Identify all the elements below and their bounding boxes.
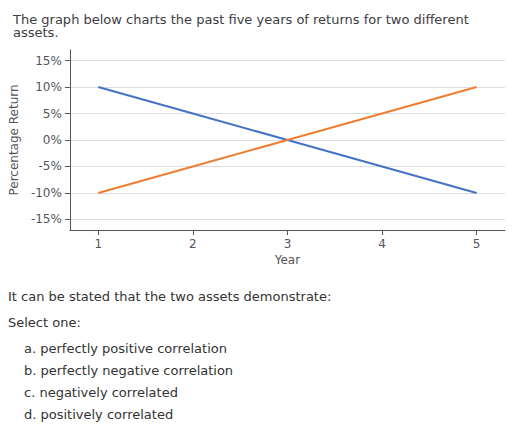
svg-text:a. perfectly positive correlat: a. perfectly positive correlation [24, 341, 227, 356]
svg-text:Select one:: Select one: [8, 315, 81, 330]
svg-text:-10%: -10% [31, 186, 62, 200]
svg-text:3: 3 [284, 237, 292, 251]
svg-text:2: 2 [189, 237, 197, 251]
svg-text:d. positively correlated: d. positively correlated [24, 407, 173, 422]
svg-text:Percentage Return: Percentage Return [7, 84, 21, 195]
svg-text:It can be stated that the two: It can be stated that the two assets dem… [8, 289, 331, 304]
svg-text:5%: 5% [43, 107, 62, 121]
svg-text:0%: 0% [43, 133, 62, 147]
svg-text:5: 5 [473, 237, 481, 251]
svg-text:4: 4 [378, 237, 386, 251]
svg-text:15%: 15% [35, 54, 62, 68]
svg-text:1: 1 [94, 237, 102, 251]
svg-text:The graph below charts the pas: The graph below charts the past five yea… [12, 12, 473, 27]
svg-text:-5%: -5% [39, 159, 62, 173]
svg-text:b. perfectly negative correlat: b. perfectly negative correlation [24, 363, 233, 378]
svg-text:c. negatively correlated: c. negatively correlated [24, 385, 178, 400]
svg-text:Year: Year [274, 253, 300, 267]
svg-text:-15%: -15% [31, 212, 62, 226]
svg-text:10%: 10% [35, 80, 62, 94]
svg-text:assets.: assets. [13, 25, 59, 40]
